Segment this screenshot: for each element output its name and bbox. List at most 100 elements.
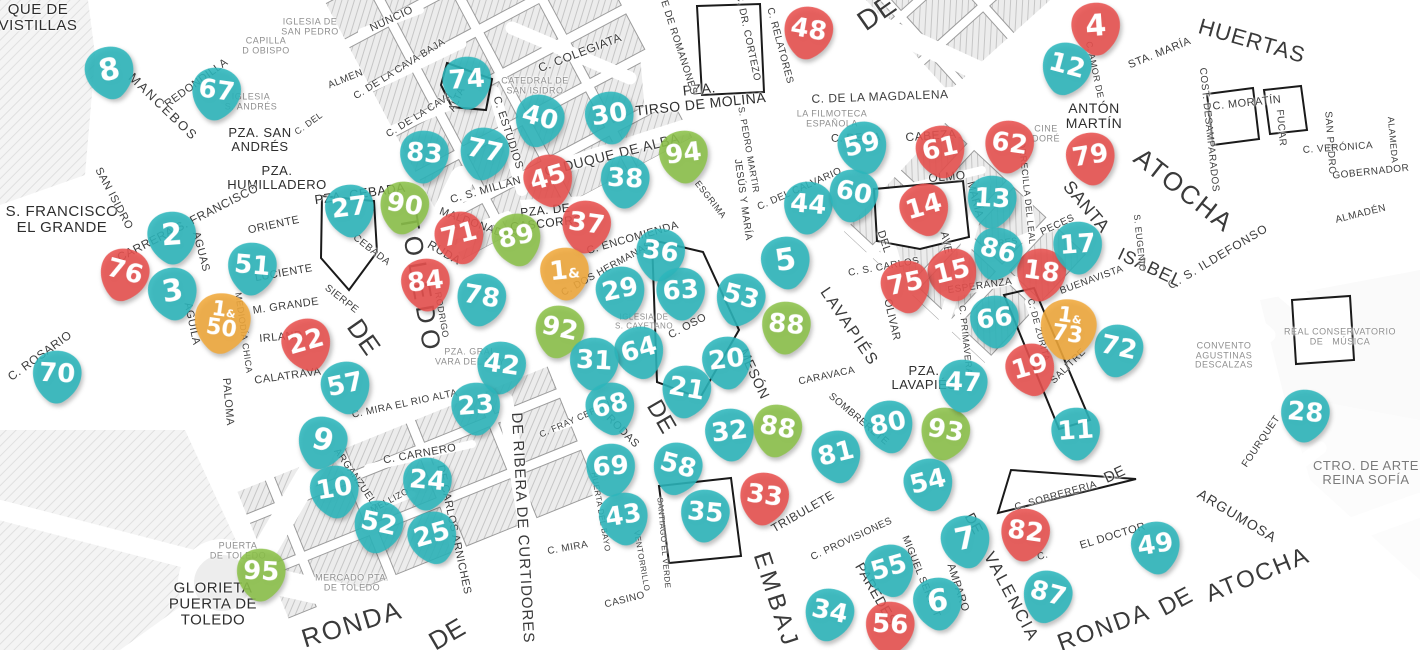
marker-66[interactable]: 66 (965, 291, 1026, 355)
marker-27[interactable]: 27 (320, 180, 381, 244)
marker-90[interactable]: 90 (372, 175, 435, 241)
marker-9[interactable]: 9 (288, 409, 355, 479)
marker-52[interactable]: 52 (346, 494, 411, 562)
marker-79[interactable]: 79 (1060, 127, 1122, 193)
marker-pin-icon (985, 120, 1035, 174)
marker-18[interactable]: 18 (1010, 243, 1072, 308)
marker-20[interactable]: 20 (697, 332, 758, 396)
marker-34[interactable]: 34 (797, 582, 862, 650)
marker-11[interactable]: 11 (1047, 404, 1105, 466)
marker-67[interactable]: 67 (185, 62, 247, 127)
marker-55[interactable]: 55 (856, 536, 924, 607)
marker-42[interactable]: 42 (470, 336, 532, 401)
marker-number: 1& (548, 255, 581, 288)
marker-pin-icon (569, 337, 619, 391)
marker-24[interactable]: 24 (398, 453, 457, 515)
marker-19[interactable]: 19 (997, 335, 1065, 406)
marker-7[interactable]: 7 (934, 509, 999, 577)
marker-70[interactable]: 70 (29, 347, 86, 408)
marker-86[interactable]: 86 (963, 220, 1030, 290)
marker-number: 51 (232, 249, 272, 283)
marker-1-73[interactable]: 1& 73 (1033, 292, 1104, 368)
marker-47[interactable]: 47 (935, 356, 992, 417)
marker-82[interactable]: 82 (994, 503, 1056, 568)
marker-58[interactable]: 58 (643, 435, 710, 505)
marker-40[interactable]: 40 (505, 87, 572, 157)
marker-36[interactable]: 36 (629, 223, 691, 288)
marker-44[interactable]: 44 (779, 177, 838, 239)
marker-87[interactable]: 87 (1013, 563, 1080, 633)
marker-49[interactable]: 49 (1125, 516, 1187, 582)
marker-30[interactable]: 30 (579, 86, 641, 152)
marker-pin-icon (515, 94, 565, 148)
marker-88[interactable]: 88 (745, 398, 808, 464)
marker-56[interactable]: 56 (862, 598, 919, 650)
marker-69[interactable]: 69 (582, 440, 640, 502)
marker-93[interactable]: 93 (913, 401, 976, 467)
marker-37[interactable]: 37 (555, 195, 617, 260)
marker-95[interactable]: 95 (233, 545, 290, 606)
marker-63[interactable]: 63 (652, 264, 710, 326)
marker-pin-icon (1017, 248, 1067, 302)
marker-31[interactable]: 31 (566, 334, 623, 395)
marker-6[interactable]: 6 (908, 573, 969, 637)
marker-12[interactable]: 12 (1032, 35, 1099, 105)
marker-5[interactable]: 5 (755, 231, 817, 297)
marker-72[interactable]: 72 (1086, 318, 1151, 386)
marker-61[interactable]: 61 (909, 119, 974, 187)
marker-35[interactable]: 35 (676, 485, 735, 547)
marker-28[interactable]: 28 (1276, 385, 1335, 447)
marker-21[interactable]: 21 (654, 359, 717, 425)
marker-76[interactable]: 76 (90, 241, 157, 311)
marker-22[interactable]: 22 (273, 310, 341, 381)
marker-29[interactable]: 29 (589, 260, 654, 328)
marker-80[interactable]: 80 (857, 394, 922, 462)
marker-2[interactable]: 2 (143, 208, 201, 270)
marker-94[interactable]: 94 (654, 126, 715, 190)
marker-17[interactable]: 17 (1049, 218, 1107, 280)
marker-89[interactable]: 89 (485, 207, 550, 275)
marker-33[interactable]: 33 (733, 467, 795, 532)
marker-8[interactable]: 8 (78, 40, 143, 108)
marker-54[interactable]: 54 (896, 451, 962, 520)
marker-23[interactable]: 23 (447, 379, 505, 441)
marker-62[interactable]: 62 (978, 115, 1040, 180)
marker-77[interactable]: 77 (452, 121, 517, 189)
marker-88[interactable]: 88 (757, 297, 816, 359)
marker-32[interactable]: 32 (700, 404, 761, 468)
marker-15[interactable]: 15 (920, 241, 986, 310)
marker-10[interactable]: 10 (304, 460, 366, 526)
marker-74[interactable]: 74 (438, 53, 496, 115)
marker-60[interactable]: 60 (821, 163, 886, 231)
marker-81[interactable]: 81 (804, 423, 870, 492)
marker-1-50[interactable]: 1& 50 (187, 286, 258, 362)
marker-4[interactable]: 4 (1067, 0, 1125, 60)
marker-78[interactable]: 78 (449, 267, 512, 333)
marker-pin-icon (1001, 508, 1051, 562)
marker-68[interactable]: 68 (578, 375, 644, 444)
marker-51[interactable]: 51 (223, 238, 282, 300)
marker-64[interactable]: 64 (606, 318, 674, 389)
marker-53[interactable]: 53 (706, 266, 773, 336)
marker-pin-icon (403, 457, 452, 511)
marker-45[interactable]: 45 (515, 146, 583, 217)
marker-71[interactable]: 71 (427, 204, 493, 273)
marker-84[interactable]: 84 (396, 254, 457, 318)
marker-pin-icon (805, 588, 855, 642)
marker-14[interactable]: 14 (891, 175, 959, 246)
marker-83[interactable]: 83 (395, 126, 454, 188)
marker-pin-icon (281, 318, 330, 372)
marker-48[interactable]: 48 (776, 0, 839, 66)
marker-1[interactable]: 1& (535, 243, 595, 306)
marker-number: 77 (463, 132, 506, 170)
marker-38[interactable]: 38 (597, 152, 654, 213)
marker-43[interactable]: 43 (593, 487, 655, 553)
marker-57[interactable]: 57 (314, 355, 379, 423)
marker-3[interactable]: 3 (142, 262, 204, 328)
marker-59[interactable]: 59 (830, 114, 896, 183)
marker-pin-icon (659, 130, 708, 184)
marker-25[interactable]: 25 (399, 503, 467, 574)
marker-75[interactable]: 75 (874, 254, 939, 322)
marker-92[interactable]: 92 (527, 299, 592, 367)
marker-13[interactable]: 13 (964, 172, 1021, 233)
